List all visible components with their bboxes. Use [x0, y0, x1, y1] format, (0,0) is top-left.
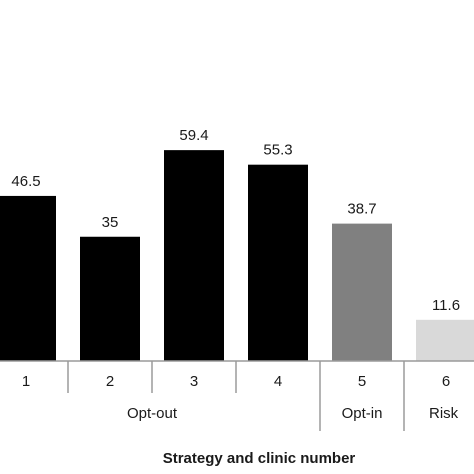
group-label-opt-out: Opt-out — [127, 405, 178, 422]
category-label-5: 5 — [358, 373, 366, 390]
x-axis — [0, 360, 474, 431]
category-label-3: 3 — [190, 373, 198, 390]
value-label-3: 59.4 — [179, 127, 208, 144]
bar-6 — [416, 319, 474, 361]
bar-5 — [332, 223, 392, 361]
bars-group — [0, 150, 474, 361]
category-labels-group: 1 2 3 4 5 6 — [22, 373, 450, 390]
bar-1 — [0, 195, 56, 361]
group-label-opt-in: Opt-in — [342, 405, 383, 422]
category-label-1: 1 — [22, 373, 30, 390]
group-labels-group: Opt-out Opt-in Risk — [127, 405, 459, 422]
value-label-6: 11.6 — [432, 297, 460, 314]
value-label-4: 55.3 — [263, 142, 292, 159]
bar-2 — [80, 236, 140, 361]
value-label-2: 35 — [102, 214, 119, 231]
value-label-1: 46.5 — [11, 173, 40, 190]
x-axis-title: Strategy and clinic number — [163, 450, 356, 467]
group-label-risk: Risk — [429, 405, 459, 422]
value-labels-group: 46.5 35 59.4 55.3 38.7 11.6 — [11, 127, 460, 314]
category-label-6: 6 — [442, 373, 450, 390]
value-label-5: 38.7 — [347, 201, 376, 218]
bar-4 — [248, 164, 308, 361]
category-label-4: 4 — [274, 373, 282, 390]
category-label-2: 2 — [106, 373, 114, 390]
bar-3 — [164, 150, 224, 361]
